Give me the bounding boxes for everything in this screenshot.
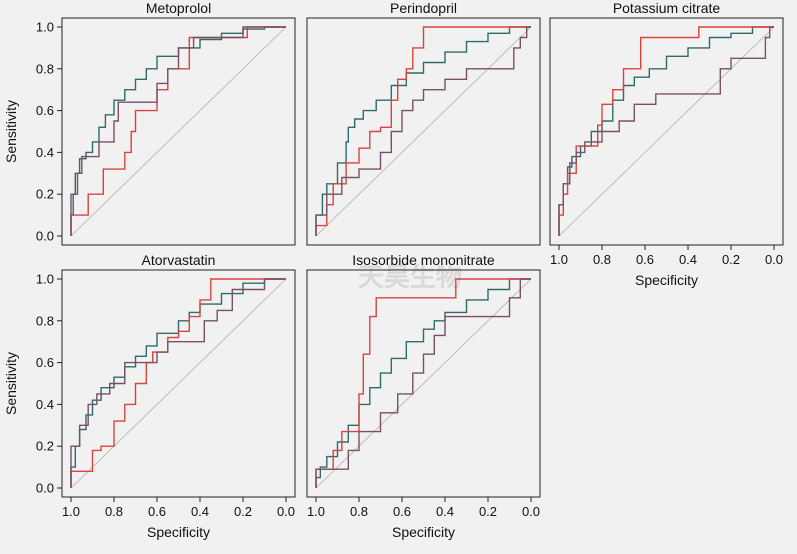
- y-tick-label: 0.6: [36, 103, 54, 118]
- y-tick-label: 0.2: [36, 439, 54, 454]
- y-tick-label: 0.6: [36, 355, 54, 370]
- roc-curve-series-1: [558, 26, 774, 236]
- x-tick-label: 0.0: [522, 504, 540, 519]
- x-tick-label: 0.2: [234, 504, 252, 519]
- roc-curve-series-2: [315, 278, 531, 488]
- x-tick-label: 0.8: [105, 504, 123, 519]
- x-tick-label: 0.6: [636, 252, 654, 267]
- x-axis-label: Specificity: [147, 524, 210, 540]
- y-axis-label: Sensitivity: [3, 352, 19, 415]
- roc-curve-series-2: [315, 26, 531, 236]
- reference-diagonal: [70, 26, 287, 237]
- reference-diagonal: [70, 278, 287, 489]
- panel-frame: [61, 269, 296, 498]
- y-tick-label: 0.4: [36, 397, 54, 412]
- y-tick-label: 0.8: [36, 313, 54, 328]
- y-axis-label: Sensitivity: [3, 100, 19, 163]
- x-axis-label: Specificity: [635, 272, 698, 288]
- panel-atorvastatin: Atorvastatin 0.0 0.2 0.4 0.6 0.8 1.0 1.0 0.8 0.6 0…: [3, 252, 296, 540]
- x-tick-label: 0.0: [765, 252, 783, 267]
- roc-curve-series-3: [70, 278, 286, 488]
- x-tick-label: 0.6: [148, 504, 166, 519]
- y-tick-label: 1.0: [36, 272, 54, 287]
- x-tick-label: 1.0: [62, 504, 80, 519]
- y-tick-label: 0.2: [36, 187, 54, 202]
- panel-metoprolol: Metoprolol 0.0 0.2 0.4 0.6 0.8 1.0 Sensitivity: [3, 0, 296, 246]
- x-tick-label: 1.0: [307, 504, 325, 519]
- reference-diagonal: [315, 278, 532, 489]
- panel-potassium-citrate: Potassium citrate 1.0 0.8 0.6 0.4 0.2 0.0 Speci…: [549, 0, 784, 288]
- panel-title: Isosorbide mononitrate: [352, 252, 495, 268]
- panel-title: Metoprolol: [146, 0, 211, 16]
- roc-curve-series-1: [70, 278, 286, 488]
- x-tick-label: 0.8: [350, 504, 368, 519]
- roc-curve-series-3: [315, 26, 531, 236]
- x-tick-label: 0.4: [436, 504, 454, 519]
- reference-diagonal: [315, 26, 532, 237]
- watermark-text: 天昊生物: [358, 262, 462, 292]
- roc-curve-series-2: [558, 26, 774, 236]
- y-tick-label: 0.8: [36, 61, 54, 76]
- roc-curve-series-1: [315, 26, 531, 236]
- roc-curve-series-3: [315, 278, 531, 488]
- x-tick-label: 0.2: [479, 504, 497, 519]
- x-axis-label: Specificity: [392, 524, 455, 540]
- x-tick-label: 0.8: [593, 252, 611, 267]
- panel-frame: [306, 17, 541, 246]
- reference-diagonal: [558, 26, 775, 237]
- y-tick-label: 1.0: [36, 20, 54, 35]
- x-tick-label: 1.0: [550, 252, 568, 267]
- panel-title: Atorvastatin: [142, 252, 216, 268]
- roc-curve-series-3: [70, 26, 286, 236]
- panel-frame: [549, 17, 784, 246]
- y-tick-label: 0.0: [36, 481, 54, 496]
- panel-title: Potassium citrate: [613, 0, 721, 16]
- roc-curve-series-1: [315, 278, 531, 488]
- panel-frame: [61, 17, 296, 246]
- x-tick-label: 0.0: [277, 504, 295, 519]
- x-tick-label: 0.2: [722, 252, 740, 267]
- roc-curve-series-3: [558, 26, 774, 236]
- roc-panels: Metoprolol 0.0 0.2 0.4 0.6 0.8 1.0 Sensitivity P…: [3, 0, 784, 540]
- panel-isosorbide-mononitrate: Isosorbide mononitrate 1.0 0.8 0.6 0.4 0.2 0.0…: [306, 252, 541, 540]
- x-tick-label: 0.6: [393, 504, 411, 519]
- x-tick-label: 0.4: [679, 252, 697, 267]
- panel-perindopril: Perindopril: [306, 0, 541, 246]
- panel-title: Perindopril: [390, 0, 457, 16]
- x-tick-label: 0.4: [191, 504, 209, 519]
- y-tick-label: 0.0: [36, 229, 54, 244]
- y-tick-label: 0.4: [36, 145, 54, 160]
- panel-frame: [306, 269, 541, 498]
